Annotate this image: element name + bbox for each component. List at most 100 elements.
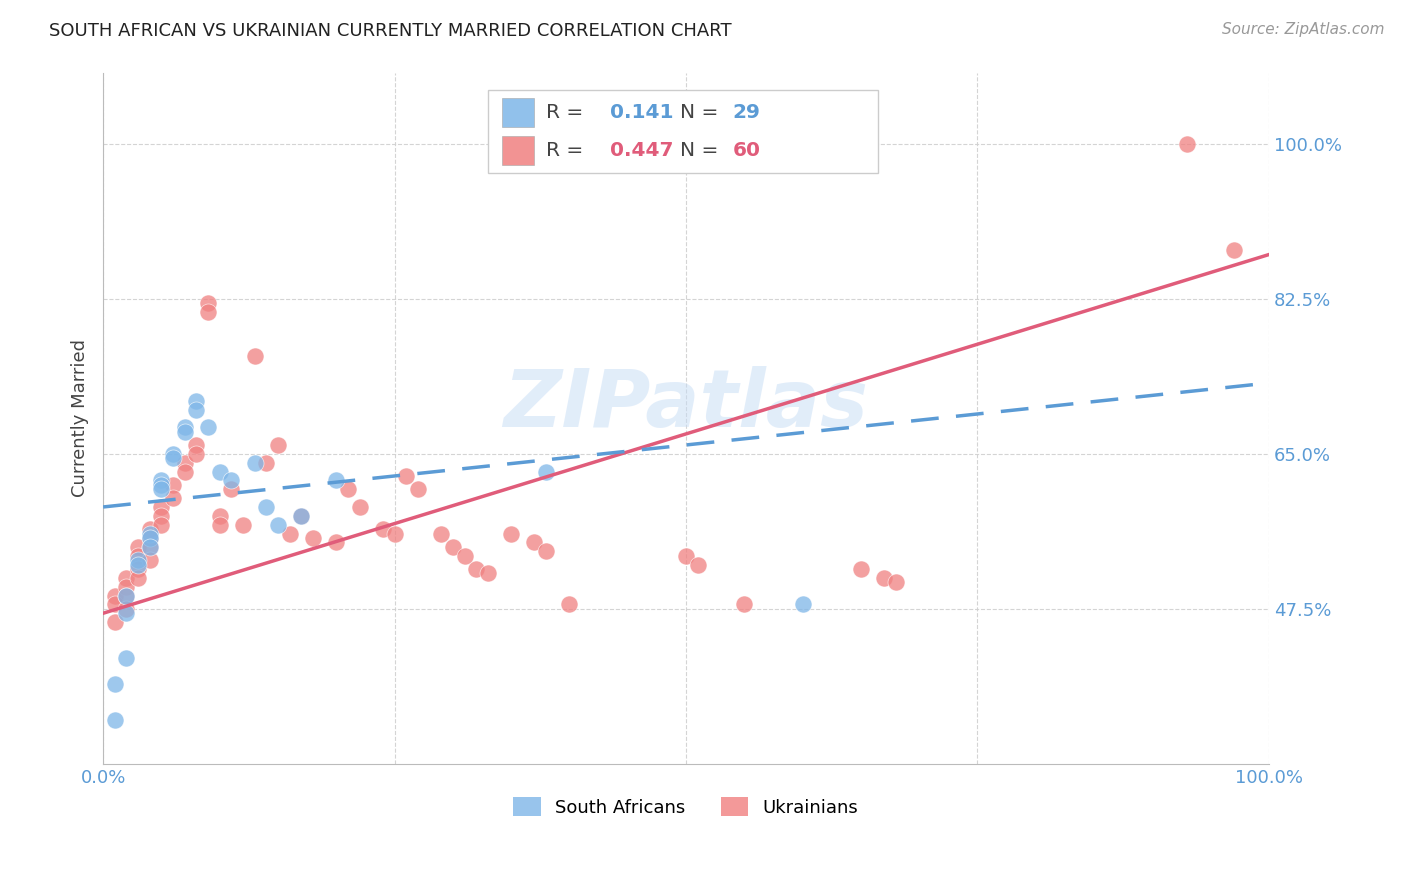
Point <box>104 598 127 612</box>
Point <box>278 526 301 541</box>
Point <box>221 482 243 496</box>
Point <box>115 602 138 616</box>
Point <box>430 526 453 541</box>
Point <box>162 478 184 492</box>
Point <box>150 508 173 523</box>
Point <box>162 451 184 466</box>
Point <box>243 456 266 470</box>
Point <box>197 420 219 434</box>
Point <box>465 562 488 576</box>
Point <box>523 535 546 549</box>
Point <box>186 402 208 417</box>
Text: R =: R = <box>546 103 589 122</box>
Point <box>477 566 499 581</box>
Point <box>290 508 312 523</box>
Point <box>186 438 208 452</box>
Point <box>267 438 290 452</box>
Point <box>792 598 814 612</box>
Point <box>1175 136 1198 151</box>
Point <box>384 526 406 541</box>
Point <box>104 713 127 727</box>
Point <box>104 589 127 603</box>
FancyBboxPatch shape <box>488 90 879 173</box>
Point <box>197 296 219 310</box>
Point <box>150 478 173 492</box>
Point <box>686 558 709 572</box>
Text: ZIPatlas: ZIPatlas <box>503 366 869 443</box>
Point <box>336 482 359 496</box>
Point <box>139 531 162 545</box>
Text: 0.447: 0.447 <box>610 141 673 161</box>
Legend: South Africans, Ukrainians: South Africans, Ukrainians <box>506 790 866 824</box>
Text: R =: R = <box>546 141 589 161</box>
Point <box>127 549 149 563</box>
Point <box>406 482 429 496</box>
Point <box>139 540 162 554</box>
Point <box>104 615 127 629</box>
Point <box>173 420 195 434</box>
Point <box>115 607 138 621</box>
Point <box>150 500 173 514</box>
Point <box>104 677 127 691</box>
Text: 0.141: 0.141 <box>610 103 673 122</box>
Point <box>534 465 557 479</box>
Point <box>139 522 162 536</box>
Point <box>325 535 347 549</box>
Point <box>115 589 138 603</box>
Point <box>115 571 138 585</box>
Text: N =: N = <box>681 141 725 161</box>
Text: N =: N = <box>681 103 725 122</box>
Text: Source: ZipAtlas.com: Source: ZipAtlas.com <box>1222 22 1385 37</box>
Point <box>150 482 173 496</box>
Point <box>115 589 138 603</box>
Point <box>162 447 184 461</box>
Point <box>501 526 523 541</box>
Point <box>453 549 475 563</box>
Point <box>186 393 208 408</box>
Point <box>558 598 581 612</box>
FancyBboxPatch shape <box>502 98 534 128</box>
Point <box>173 465 195 479</box>
Point <box>173 425 195 439</box>
Point <box>127 540 149 554</box>
Y-axis label: Currently Married: Currently Married <box>72 339 89 498</box>
Point <box>127 562 149 576</box>
Point <box>302 531 325 545</box>
Point <box>162 491 184 505</box>
Point <box>139 531 162 545</box>
Point <box>371 522 394 536</box>
Point <box>232 517 254 532</box>
Text: SOUTH AFRICAN VS UKRAINIAN CURRENTLY MARRIED CORRELATION CHART: SOUTH AFRICAN VS UKRAINIAN CURRENTLY MAR… <box>49 22 733 40</box>
Point <box>675 549 697 563</box>
Point <box>221 474 243 488</box>
Point <box>1223 243 1246 257</box>
Point <box>115 580 138 594</box>
Point <box>873 571 896 585</box>
Point <box>139 540 162 554</box>
Point <box>254 500 277 514</box>
Point <box>441 540 464 554</box>
Point <box>267 517 290 532</box>
Point <box>243 350 266 364</box>
Point <box>254 456 277 470</box>
Point <box>208 465 231 479</box>
Point <box>186 447 208 461</box>
Point <box>733 598 755 612</box>
Point <box>139 553 162 567</box>
Point <box>127 571 149 585</box>
Point <box>115 650 138 665</box>
Point <box>208 508 231 523</box>
Text: 60: 60 <box>733 141 761 161</box>
Point <box>150 517 173 532</box>
Point <box>849 562 872 576</box>
Point <box>325 474 347 488</box>
Point <box>173 456 195 470</box>
Point <box>349 500 371 514</box>
Point <box>150 474 173 488</box>
Point <box>127 558 149 572</box>
Point <box>197 305 219 319</box>
FancyBboxPatch shape <box>502 136 534 165</box>
Point <box>884 575 907 590</box>
Point <box>534 544 557 558</box>
Point <box>127 553 149 567</box>
